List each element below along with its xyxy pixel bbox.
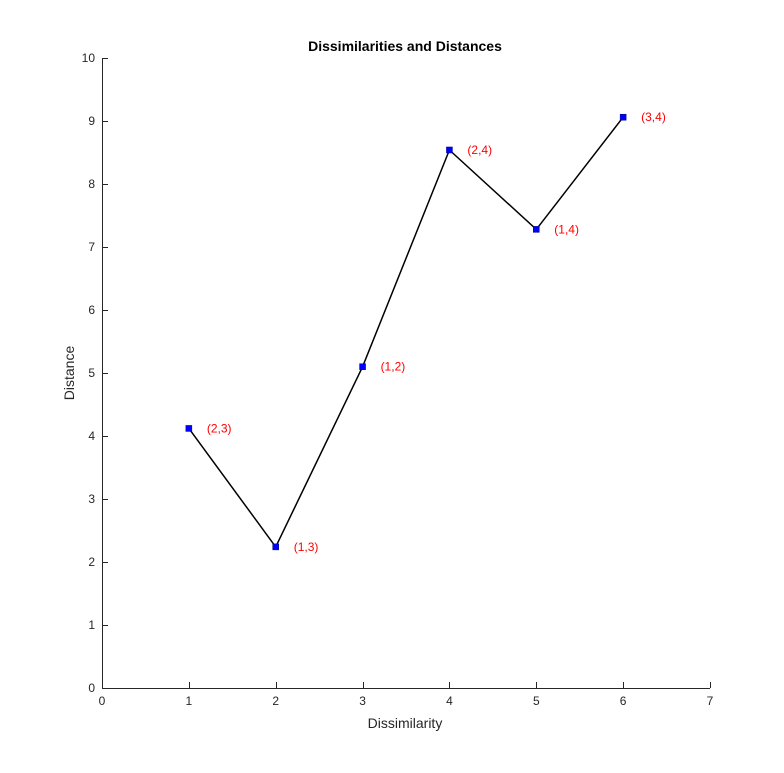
data-point-marker (446, 146, 453, 154)
data-point-marker (359, 363, 366, 370)
data-point-label: (3,4) (641, 110, 666, 124)
y-tick-label: 8 (88, 177, 95, 191)
point-labels: (2,3) (1,3) (1,2) (2,4) (1,4) (3,4) (207, 110, 666, 554)
y-tick-label: 4 (88, 429, 95, 443)
y-tick-label: 3 (88, 492, 95, 506)
data-point-label: (2,3) (207, 421, 232, 435)
x-tick-label: 2 (272, 694, 279, 708)
x-tick-label: 6 (620, 694, 627, 708)
x-tick-label: 0 (99, 694, 106, 708)
x-tick-label: 3 (359, 694, 366, 708)
data-point-marker (185, 425, 193, 432)
y-tick-label: 7 (88, 240, 95, 254)
data-point-marker (272, 543, 279, 551)
data-point-marker (533, 226, 540, 233)
y-tick-label: 6 (88, 303, 95, 317)
y-tick-label: 9 (88, 114, 95, 128)
data-point-label: (2,4) (467, 143, 492, 157)
y-tick-label: 2 (88, 555, 95, 569)
data-point-label: (1,2) (381, 360, 406, 374)
x-tick-label: 4 (446, 694, 453, 708)
y-tick-label: 10 (82, 51, 96, 65)
chart-title: Dissimilarities and Distances (308, 38, 502, 54)
data-series (185, 113, 627, 551)
x-tick-label: 1 (186, 694, 193, 708)
axes (102, 58, 710, 689)
x-tick-label: 7 (707, 694, 714, 708)
y-axis-label: Distance (61, 346, 77, 401)
tick-marks: 0 1 2 3 4 5 6 7 0 1 2 3 4 5 6 7 8 9 10 (82, 51, 714, 708)
data-point-label: (1,3) (294, 540, 319, 554)
data-point-label: (1,4) (554, 222, 579, 236)
y-tick-label: 0 (88, 681, 95, 695)
data-point-marker (619, 113, 627, 121)
series-line (188, 116, 624, 549)
x-tick-label: 5 (533, 694, 540, 708)
y-tick-label: 5 (88, 366, 95, 380)
x-axis-label: Dissimilarity (368, 715, 443, 731)
y-tick-label: 1 (88, 618, 95, 632)
